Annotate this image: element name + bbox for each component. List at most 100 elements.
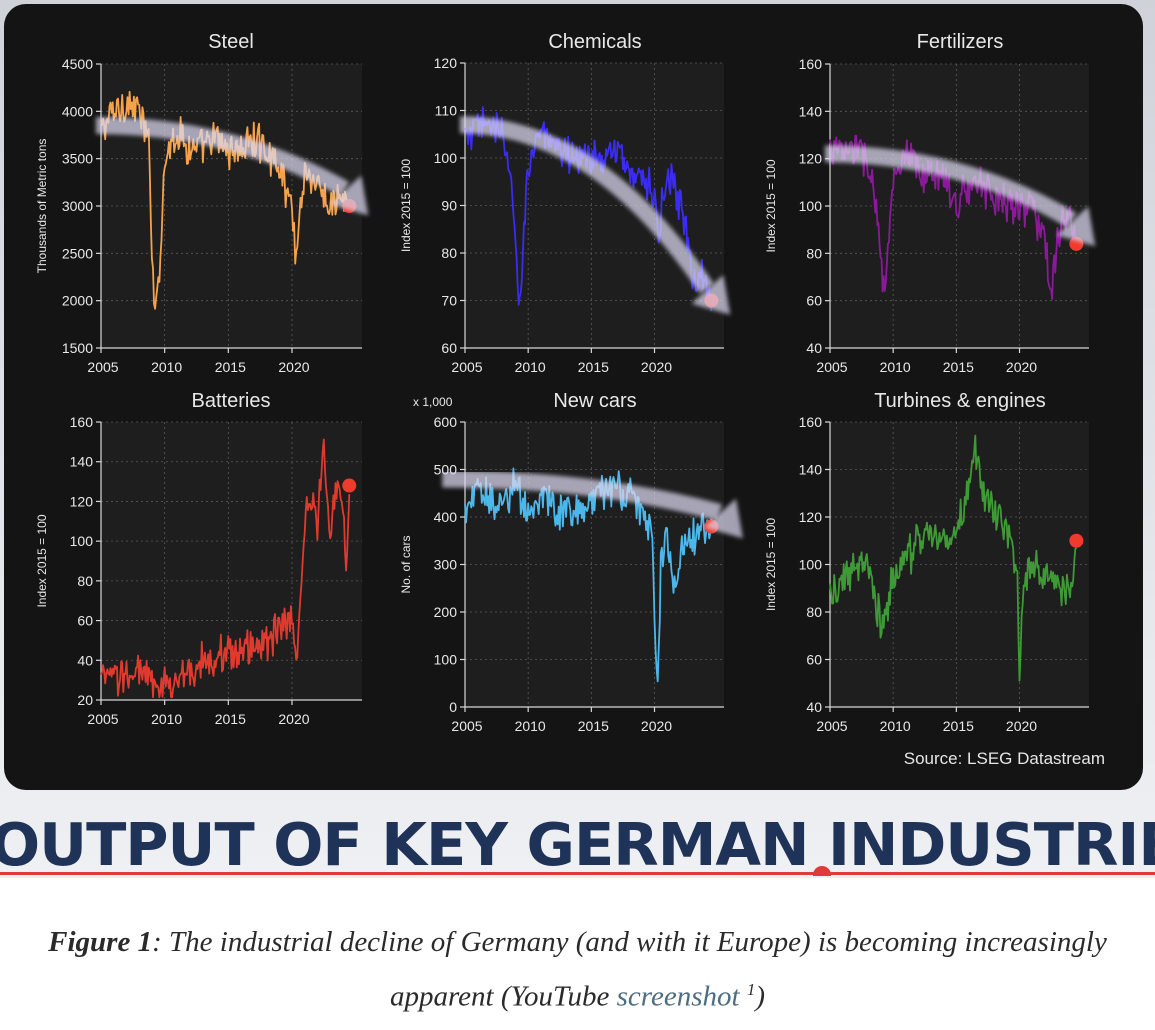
y-tick-label: 80 xyxy=(806,245,822,261)
chart-title: Fertilizers xyxy=(917,31,1004,53)
trend-arrow-head xyxy=(329,175,369,216)
charts-grid: 2005 2010 2015 2020150020002500300035004000… xyxy=(35,31,1105,768)
trend-arrow xyxy=(459,116,731,315)
y-tick-label: 2000 xyxy=(62,293,93,309)
y-tick-label: 140 xyxy=(799,462,823,478)
y-tick-label: 60 xyxy=(441,340,457,356)
x-tick-label: 2015 xyxy=(578,718,609,734)
latest-value-marker xyxy=(342,478,357,493)
x-tick-label: 2010 xyxy=(515,359,546,375)
y-tick-label: 110 xyxy=(435,103,458,119)
y-tick-label: 60 xyxy=(806,652,822,668)
figure-caption: Figure 1: The industrial decline of Germ… xyxy=(0,918,1155,1021)
trend-arrow-head xyxy=(691,275,731,315)
y-tick-label: 60 xyxy=(806,293,822,309)
x-tick-label: 2010 xyxy=(151,359,182,375)
trend-arrow xyxy=(95,117,369,216)
y-tick-label: 140 xyxy=(799,103,823,119)
banner: OUTPUT OF KEY GERMAN INDUSTRIES xyxy=(0,812,1155,874)
caption-closing: ) xyxy=(755,980,766,1013)
y-tick-label: 200 xyxy=(434,604,458,620)
series-line xyxy=(829,434,1078,682)
y-tick-label: 4500 xyxy=(62,56,93,72)
x-tick-label: 2015 xyxy=(943,718,974,734)
y-tick-label: 160 xyxy=(70,414,94,430)
y-tick-label: 300 xyxy=(434,557,458,573)
y-multiplier-label: x 1,000 xyxy=(413,395,453,409)
y-axis-label: No. of cars xyxy=(399,535,413,593)
y-tick-label: 1500 xyxy=(62,340,93,356)
y-tick-label: 160 xyxy=(799,56,823,72)
caption-text: The industrial decline of Germany (and w… xyxy=(169,926,1107,1013)
trend-arrow-head xyxy=(704,498,743,539)
caption-label: Figure 1 xyxy=(48,926,153,958)
chart-title: Turbines & engines xyxy=(874,390,1046,412)
y-tick-label: 40 xyxy=(77,652,93,668)
y-tick-label: 0 xyxy=(449,699,457,715)
y-tick-label: 100 xyxy=(434,150,458,166)
y-tick-label: 100 xyxy=(70,533,94,549)
x-tick-label: 2010 xyxy=(151,711,182,727)
y-tick-label: 140 xyxy=(70,454,94,470)
trend-arrow-head xyxy=(1056,206,1096,247)
x-tick-label: 2020 xyxy=(1006,359,1037,375)
trend-arrow-shaft xyxy=(459,116,715,294)
chart-title: Chemicals xyxy=(548,31,641,53)
y-tick-label: 100 xyxy=(799,198,823,214)
x-tick-label: 2020 xyxy=(278,359,309,375)
chart-2: 2005 2010 2015 2020 60 70 80 90 100 110 120 Chemica… xyxy=(399,31,731,375)
source-note: Source: LSEG Datastream xyxy=(904,749,1105,768)
y-tick-label: 70 xyxy=(441,293,457,309)
x-tick-label: 2005 xyxy=(816,718,847,734)
y-axis-label: Thousands of Metric tons xyxy=(35,139,49,274)
trend-arrow-shaft xyxy=(824,145,1077,228)
caption-footnote[interactable]: 1 xyxy=(746,980,756,999)
y-tick-label: 100 xyxy=(799,557,823,573)
x-tick-label: 2020 xyxy=(278,711,309,727)
y-tick-label: 120 xyxy=(799,509,823,525)
chart-6: 2005 2010 2015 2020 40 60 80 100 120 140 160 Turbin… xyxy=(764,390,1089,734)
y-tick-label: 80 xyxy=(806,604,822,620)
x-tick-label: 2005 xyxy=(451,359,482,375)
series-line xyxy=(829,134,1078,301)
y-tick-label: 3500 xyxy=(62,151,93,167)
x-tick-label: 2005 xyxy=(451,718,482,734)
y-tick-label: 60 xyxy=(77,613,93,629)
x-tick-label: 2015 xyxy=(943,359,974,375)
latest-value-marker xyxy=(1069,533,1084,548)
y-tick-label: 80 xyxy=(77,573,93,589)
y-tick-label: 90 xyxy=(441,198,457,214)
chart-1: 2005 2010 2015 2020 1500 2000 2500 3000 3500 4000… xyxy=(35,31,369,375)
chart-title: Steel xyxy=(208,31,254,53)
chart-3: 2005 2010 2015 2020 40 60 80 100 120 140 160 Fertil… xyxy=(764,31,1096,375)
caption-space xyxy=(740,981,747,1013)
x-tick-label: 2005 xyxy=(87,359,118,375)
y-axis-label: Index 2015 = 100 xyxy=(399,159,413,252)
y-tick-label: 2500 xyxy=(62,245,93,261)
y-tick-label: 4000 xyxy=(62,103,93,119)
y-tick-label: 80 xyxy=(441,245,457,261)
y-tick-label: 120 xyxy=(70,493,94,509)
x-tick-label: 2010 xyxy=(880,359,911,375)
x-tick-label: 2015 xyxy=(215,711,246,727)
y-tick-label: 400 xyxy=(434,509,458,525)
y-tick-label: 100 xyxy=(434,652,458,668)
trend-arrow-shaft xyxy=(442,470,722,521)
y-axis-label: Index 2015 = 100 xyxy=(764,518,778,611)
caption-link[interactable]: screenshot xyxy=(616,980,740,1013)
x-tick-label: 2015 xyxy=(578,359,609,375)
chart-title: Batteries xyxy=(192,390,271,412)
chart-4: 2005 2010 2015 202020406080100120140160Batt… xyxy=(35,390,362,727)
y-tick-label: 40 xyxy=(806,340,822,356)
series-line xyxy=(100,438,351,699)
trend-arrow xyxy=(442,470,743,539)
series-line xyxy=(464,106,713,312)
y-tick-label: 120 xyxy=(799,151,823,167)
banner-title: OUTPUT OF KEY GERMAN INDUSTRIES xyxy=(0,812,1155,874)
x-tick-label: 2005 xyxy=(87,711,118,727)
trend-arrow xyxy=(824,145,1096,247)
x-tick-label: 2005 xyxy=(816,359,847,375)
y-tick-label: 160 xyxy=(799,414,823,430)
y-axis-label: Index 2015 = 100 xyxy=(35,514,49,607)
